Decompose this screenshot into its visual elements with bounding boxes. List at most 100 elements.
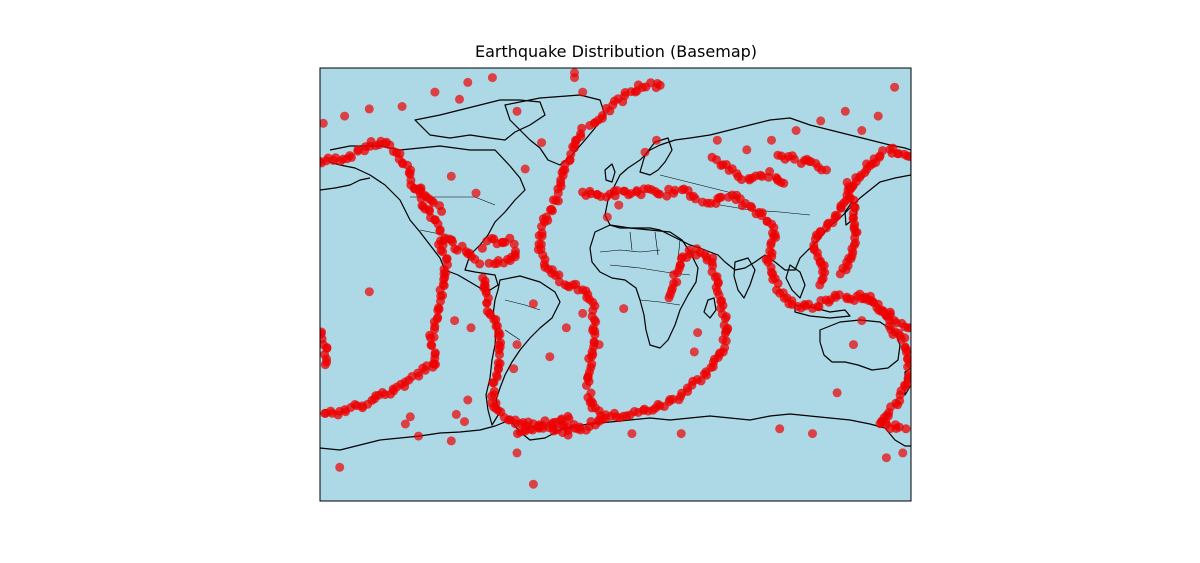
earthquake-point <box>430 87 440 97</box>
earthquake-point <box>873 111 883 121</box>
earthquake-point <box>712 135 722 145</box>
earthquake-point <box>655 80 665 90</box>
earthquake-point <box>742 145 752 155</box>
earthquake-point <box>534 231 544 241</box>
earthquake-point <box>512 106 522 116</box>
earthquake-point <box>353 146 363 156</box>
earthquake-point <box>405 412 415 422</box>
earthquake-point <box>619 304 629 314</box>
earthquake-point <box>425 330 435 340</box>
earthquake-point <box>340 111 350 121</box>
earthquake-point <box>716 303 726 313</box>
earthquake-point <box>832 388 842 398</box>
earthquake-point <box>364 287 374 297</box>
earthquake-point <box>598 111 607 120</box>
earthquake-point <box>487 391 496 401</box>
coastline-madagascar <box>703 297 717 319</box>
earthquake-point <box>898 448 908 458</box>
earthquake-point <box>808 429 817 439</box>
earthquake-point <box>435 226 445 236</box>
ocean-fill <box>320 68 911 501</box>
earthquake-point <box>857 126 867 135</box>
coastline-southeast-asia <box>785 264 806 299</box>
earthquake-point <box>495 350 504 360</box>
earthquake-point <box>691 194 700 204</box>
earthquake-point <box>627 429 637 439</box>
earthquake-point <box>900 333 910 343</box>
earthquake-point <box>414 431 423 441</box>
earthquake-point <box>554 270 564 280</box>
earthquake-point <box>696 376 706 386</box>
map-frame <box>319 67 912 502</box>
earthquake-point <box>721 336 731 346</box>
earthquake-point <box>446 171 456 181</box>
earthquake-point <box>528 479 538 489</box>
earthquake-point <box>582 381 591 390</box>
earthquake-point <box>482 298 492 308</box>
earthquake-point <box>849 195 859 205</box>
earthquake-point <box>364 104 374 114</box>
earthquake-point <box>578 308 588 318</box>
border-south-america <box>504 299 541 341</box>
earthquake-point <box>876 307 886 316</box>
earthquake-point <box>757 211 766 221</box>
earthquake-point <box>570 68 579 78</box>
earthquake-point <box>816 116 826 126</box>
earthquake-point <box>433 313 443 322</box>
earthquake-point <box>664 293 674 303</box>
earthquake-point <box>662 191 672 201</box>
earthquake-point <box>487 73 497 83</box>
earthquake-points <box>320 68 911 489</box>
coastline-india <box>733 257 756 299</box>
earthquake-point <box>451 409 461 419</box>
earthquake-point <box>537 138 547 148</box>
earthquake-point <box>881 453 891 463</box>
earthquake-point <box>890 82 900 92</box>
earthquake-point <box>901 424 911 434</box>
earthquake-point <box>612 186 622 195</box>
earthquake-point <box>775 424 785 434</box>
earthquake-point <box>601 410 611 420</box>
earthquake-point <box>450 316 460 326</box>
earthquake-point <box>669 270 679 280</box>
earthquake-point <box>903 346 911 356</box>
earthquake-point <box>614 200 624 210</box>
earthquake-point <box>835 269 845 279</box>
earthquake-point <box>512 448 522 458</box>
earthquake-point <box>719 320 729 330</box>
coastline-australia <box>819 319 901 371</box>
earthquake-point <box>436 236 445 246</box>
earthquake-point <box>489 378 499 387</box>
earthquake-point <box>815 280 825 290</box>
earthquake-point <box>855 289 865 299</box>
earthquake-point <box>765 167 775 176</box>
earthquake-point <box>513 429 522 439</box>
earthquake-point <box>397 102 407 111</box>
earthquake-point <box>564 414 574 424</box>
earthquake-point <box>546 205 555 215</box>
earthquake-point <box>670 185 680 195</box>
coastline-uk <box>604 163 616 183</box>
earthquake-point <box>551 196 561 206</box>
earthquake-point <box>400 419 410 429</box>
earthquake-point <box>561 323 571 333</box>
coastline-africa <box>589 224 699 349</box>
map-title: Earthquake Distribution (Basemap) <box>474 42 758 61</box>
earthquake-point <box>590 330 600 340</box>
earthquake-point <box>471 188 481 198</box>
earthquake-point <box>347 152 356 162</box>
earthquake-point <box>676 429 686 439</box>
earthquake-point <box>779 178 789 188</box>
earthquake-point <box>885 145 895 154</box>
earthquake-point <box>545 352 555 362</box>
earthquake-point <box>441 254 451 264</box>
earthquake-point <box>720 343 730 353</box>
border-africa-west <box>599 249 661 253</box>
earthquake-point <box>578 87 588 97</box>
earthquake-point <box>834 290 844 300</box>
earthquake-point <box>894 149 904 159</box>
earthquake-point <box>563 430 573 440</box>
earthquake-point <box>430 348 440 358</box>
earthquake-point <box>437 206 447 216</box>
